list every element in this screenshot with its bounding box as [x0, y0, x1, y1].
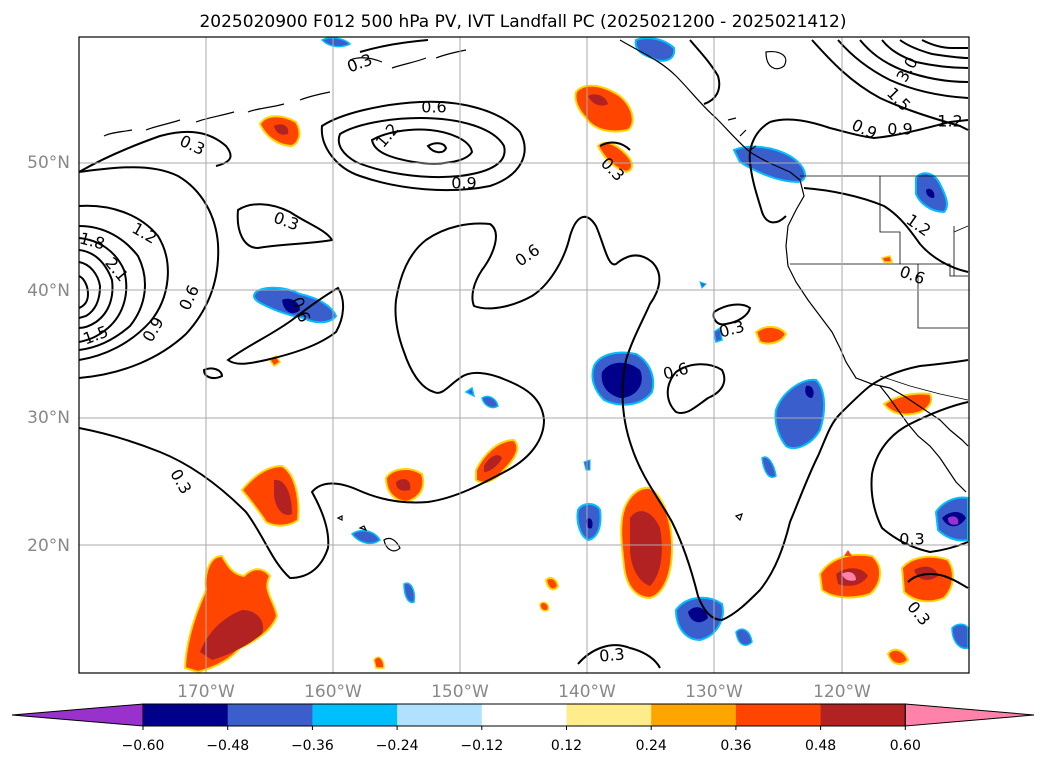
colorbar-tick-label: −0.24 [376, 738, 419, 754]
lat-label: 40°N [27, 281, 70, 301]
contour-label: 0.9 [451, 174, 476, 193]
colorbar-tick-label: 0.12 [551, 738, 582, 754]
colorbar-segment [397, 704, 483, 726]
lon-label: 150°W [431, 682, 489, 702]
colorbar-segment [820, 704, 906, 726]
colorbar-extend-low [11, 703, 144, 727]
contour-label: 0.6 [421, 98, 446, 117]
colorbar-extend-high [904, 703, 1035, 727]
colorbar-frame [142, 703, 906, 727]
colorbar-tick-label: 0.60 [890, 738, 921, 754]
colorbar-segment [566, 704, 652, 726]
coastlines [103, 39, 969, 552]
lon-label: 120°W [813, 682, 871, 702]
longitude-labels: 170°W 160°W 150°W 140°W 130°W 120°W [177, 682, 871, 702]
lon-label: 170°W [177, 682, 235, 702]
colorbar-segment [312, 704, 398, 726]
lon-label: 140°W [558, 682, 616, 702]
colorbar-tick-label: −0.12 [460, 738, 503, 754]
colorbar-tick-label: 0.36 [720, 738, 751, 754]
contour-label: 1.2 [937, 112, 962, 131]
colorbar-tick-label: −0.36 [291, 738, 334, 754]
colorbar-segment [481, 704, 567, 726]
colorbar-tick-label: 0.48 [805, 738, 836, 754]
lat-label: 30°N [27, 408, 70, 428]
colorbar-segment [227, 704, 313, 726]
contour-label: 0.9 [887, 120, 912, 139]
lon-label: 160°W [304, 682, 362, 702]
colorbar-tick-label: 0.24 [636, 738, 667, 754]
latitude-labels: 50°N 40°N 30°N 20°N [27, 153, 70, 556]
map-panel: 0.30.30.30.30.30.30.30.30.30.60.60.60.60… [27, 36, 970, 702]
pv-contours [79, 39, 969, 669]
map-title: 2025020900 F012 500 hPa PV, IVT Landfall… [199, 12, 846, 32]
lat-label: 50°N [27, 153, 70, 173]
map-frame [78, 36, 970, 674]
lon-label: 130°W [685, 682, 743, 702]
positive-anomaly-shading [183, 84, 954, 673]
colorbar-segment [735, 704, 822, 726]
lat-label: 20°N [27, 536, 70, 556]
colorbar-segment [651, 704, 737, 726]
colorbar: −0.60 −0.48 −0.36 −0.24 −0.12 0.12 0.24 0.36 0.4… [11, 703, 1035, 754]
contour-label: 0.3 [899, 530, 924, 549]
gridlines [79, 37, 969, 673]
colorbar-tick-label: −0.48 [206, 738, 249, 754]
contour-label: 0.3 [598, 644, 625, 665]
colorbar-segment [143, 704, 229, 726]
colorbar-tick-label: −0.60 [122, 738, 165, 754]
